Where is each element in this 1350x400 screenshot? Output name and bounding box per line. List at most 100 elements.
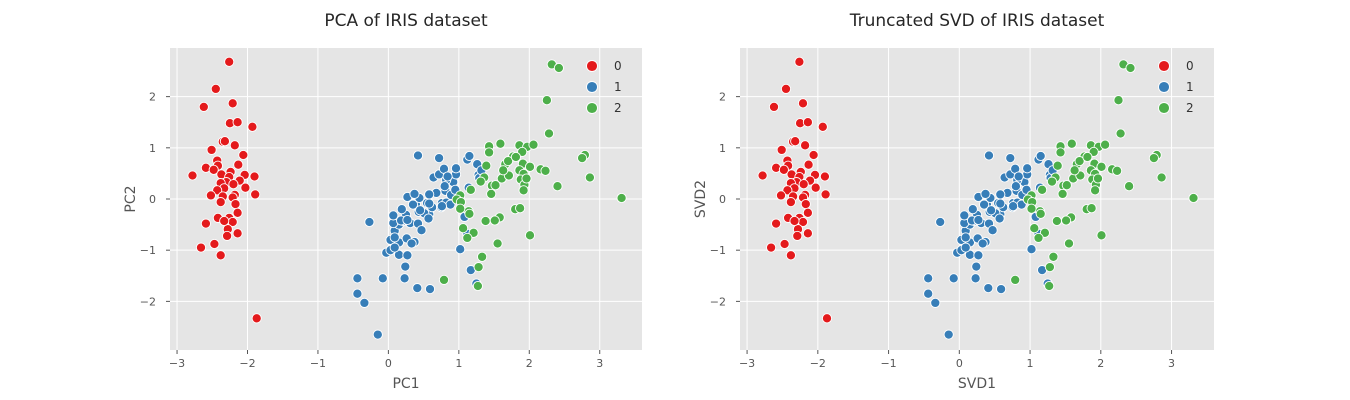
svd-grid (740, 48, 1214, 350)
svd-chart-title: Truncated SVD of IRIS dataset (849, 11, 1105, 31)
pca-point-class-2 (492, 238, 503, 249)
pca-point-class-2 (438, 274, 450, 285)
svd-point-class-1 (959, 210, 970, 221)
pca-point-class-2 (464, 208, 475, 219)
svd-point-class-1 (935, 216, 946, 228)
svd-point-class-0 (802, 117, 813, 128)
pca-legend-label-2: 2 (614, 101, 622, 115)
pca-point-class-0 (219, 136, 230, 147)
svd-point-class-1 (996, 284, 1007, 295)
pca-point-class-2 (518, 185, 529, 196)
pca-point-class-2 (484, 147, 495, 158)
svd-point-class-1 (1022, 163, 1033, 174)
pca-point-class-0 (229, 140, 240, 151)
pca-point-class-1 (352, 288, 363, 299)
svd-point-class-2 (1044, 280, 1055, 292)
svd-point-class-0 (776, 144, 787, 155)
svd-point-class-0 (785, 197, 796, 208)
svd-point-class-1 (979, 199, 990, 210)
pca-point-class-1 (399, 273, 410, 284)
svd-y-axis-label: SVD2 (693, 180, 709, 218)
svd-point-class-0 (820, 189, 831, 200)
svd-point-class-2 (1086, 203, 1097, 214)
svd-point-class-1 (995, 198, 1006, 209)
pca-point-class-1 (424, 284, 436, 295)
svd-point-class-2 (1010, 274, 1021, 285)
svd-point-class-1 (973, 214, 984, 226)
pca-point-class-2 (541, 95, 552, 106)
svd-point-class-1 (994, 213, 1005, 224)
pca-point-class-2 (490, 180, 501, 191)
pca-point-class-0 (187, 170, 198, 181)
pca-point-class-1 (423, 213, 434, 224)
svd-point-class-2 (1188, 192, 1199, 204)
pca-point-class-0 (230, 199, 241, 210)
svd-point-class-2 (1092, 173, 1104, 184)
svd-x-axis-label: SVD1 (958, 376, 996, 392)
svd-point-class-0 (800, 199, 811, 210)
svd-point-class-0 (817, 121, 828, 132)
svd-legend-marker-1 (1158, 81, 1170, 93)
svd-point-class-0 (797, 98, 809, 109)
pca-y-tick-label: −1 (140, 244, 156, 257)
svd-point-class-1 (967, 204, 978, 215)
svd-panel: −3 −2 −1 0 1 2 3 −2 −1 0 1 2 0 1 2 Truncated SVD of I… (693, 11, 1214, 392)
pca-legend-marker-2 (586, 102, 598, 114)
pca-point-class-0 (232, 207, 243, 218)
svd-point-class-0 (779, 238, 790, 250)
svd-point-class-0 (768, 101, 780, 112)
svd-legend-marker-2 (1158, 102, 1170, 114)
pca-point-class-2 (465, 184, 476, 195)
pca-point-class-0 (195, 242, 207, 253)
svd-point-class-0 (792, 230, 803, 241)
svd-point-class-1 (986, 205, 997, 216)
svd-point-class-1 (977, 238, 988, 249)
pca-point-class-0 (233, 159, 244, 170)
pca-point-class-1 (455, 244, 466, 255)
svd-point-class-1 (930, 297, 941, 308)
svd-point-class-0 (798, 179, 809, 190)
svd-point-class-2 (1035, 208, 1046, 219)
pca-point-class-2 (577, 153, 588, 164)
svd-legend-label-0: 0 (1186, 59, 1194, 73)
svd-point-class-2 (1096, 230, 1107, 241)
pca-point-class-1 (372, 329, 383, 340)
pca-point-class-0 (222, 230, 233, 241)
pca-point-class-2 (584, 172, 595, 183)
svd-point-class-0 (771, 218, 782, 229)
svd-point-class-0 (808, 149, 819, 161)
svd-point-class-0 (766, 242, 777, 253)
svd-y-tick-label: −2 (710, 295, 726, 308)
pca-panel: −3 −2 −1 0 1 2 3 −2 −1 0 1 2 0 1 2 PCA of IRIS datase… (123, 11, 642, 392)
pca-point-class-2 (524, 230, 536, 241)
svd-x-tick-label: −1 (880, 357, 896, 370)
pca-point-class-2 (521, 173, 532, 184)
svd-point-class-1 (1013, 171, 1024, 182)
svd-x-tick-label: 1 (1027, 357, 1034, 370)
pca-x-axis-label: PC1 (392, 376, 419, 392)
svd-point-class-1 (1010, 181, 1021, 192)
pca-point-class-1 (442, 171, 453, 182)
svd-point-class-1 (995, 189, 1006, 200)
svd-y-tick-label: −1 (710, 244, 726, 257)
svd-point-class-0 (790, 136, 801, 147)
pca-point-class-0 (219, 215, 230, 227)
pca-point-class-0 (251, 313, 262, 324)
pca-point-class-1 (352, 273, 363, 284)
svd-point-class-0 (819, 171, 830, 182)
svd-point-class-2 (1112, 165, 1123, 176)
pca-point-class-2 (510, 151, 521, 163)
svd-point-class-0 (802, 228, 813, 239)
svd-point-class-1 (1008, 201, 1019, 212)
svd-point-class-1 (971, 261, 982, 272)
pca-point-class-1 (364, 216, 375, 228)
pca-point-class-0 (215, 197, 226, 208)
svd-point-class-2 (1061, 215, 1072, 226)
pca-point-class-2 (489, 215, 500, 226)
pca-point-class-0 (232, 117, 243, 128)
pca-point-class-0 (208, 164, 219, 175)
pca-point-class-2 (472, 280, 483, 292)
svd-point-class-2 (1125, 62, 1136, 74)
svd-point-class-2 (1044, 262, 1055, 273)
svd-point-class-2 (1069, 165, 1080, 176)
